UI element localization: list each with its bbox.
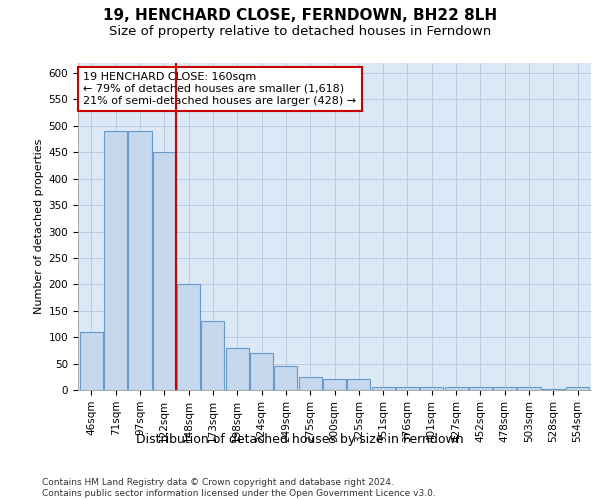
Bar: [445, 388, 467, 390]
Bar: [226, 348, 249, 390]
Bar: [323, 380, 346, 390]
Bar: [517, 388, 541, 390]
Text: Contains HM Land Registry data © Crown copyright and database right 2024.
Contai: Contains HM Land Registry data © Crown c…: [42, 478, 436, 498]
Y-axis label: Number of detached properties: Number of detached properties: [34, 138, 44, 314]
Bar: [250, 353, 273, 390]
Bar: [299, 377, 322, 390]
Bar: [104, 131, 127, 390]
Text: 19 HENCHARD CLOSE: 160sqm
← 79% of detached houses are smaller (1,618)
21% of se: 19 HENCHARD CLOSE: 160sqm ← 79% of detac…: [83, 72, 356, 106]
Bar: [202, 322, 224, 390]
Bar: [347, 380, 370, 390]
Bar: [153, 152, 176, 390]
Bar: [177, 284, 200, 390]
Bar: [396, 388, 419, 390]
Bar: [542, 389, 565, 390]
Bar: [493, 388, 516, 390]
Bar: [469, 388, 492, 390]
Bar: [128, 131, 152, 390]
Bar: [80, 332, 103, 390]
Text: 19, HENCHARD CLOSE, FERNDOWN, BH22 8LH: 19, HENCHARD CLOSE, FERNDOWN, BH22 8LH: [103, 8, 497, 22]
Text: Distribution of detached houses by size in Ferndown: Distribution of detached houses by size …: [136, 432, 464, 446]
Bar: [566, 388, 589, 390]
Text: Size of property relative to detached houses in Ferndown: Size of property relative to detached ho…: [109, 25, 491, 38]
Bar: [420, 388, 443, 390]
Bar: [274, 366, 298, 390]
Bar: [371, 388, 395, 390]
